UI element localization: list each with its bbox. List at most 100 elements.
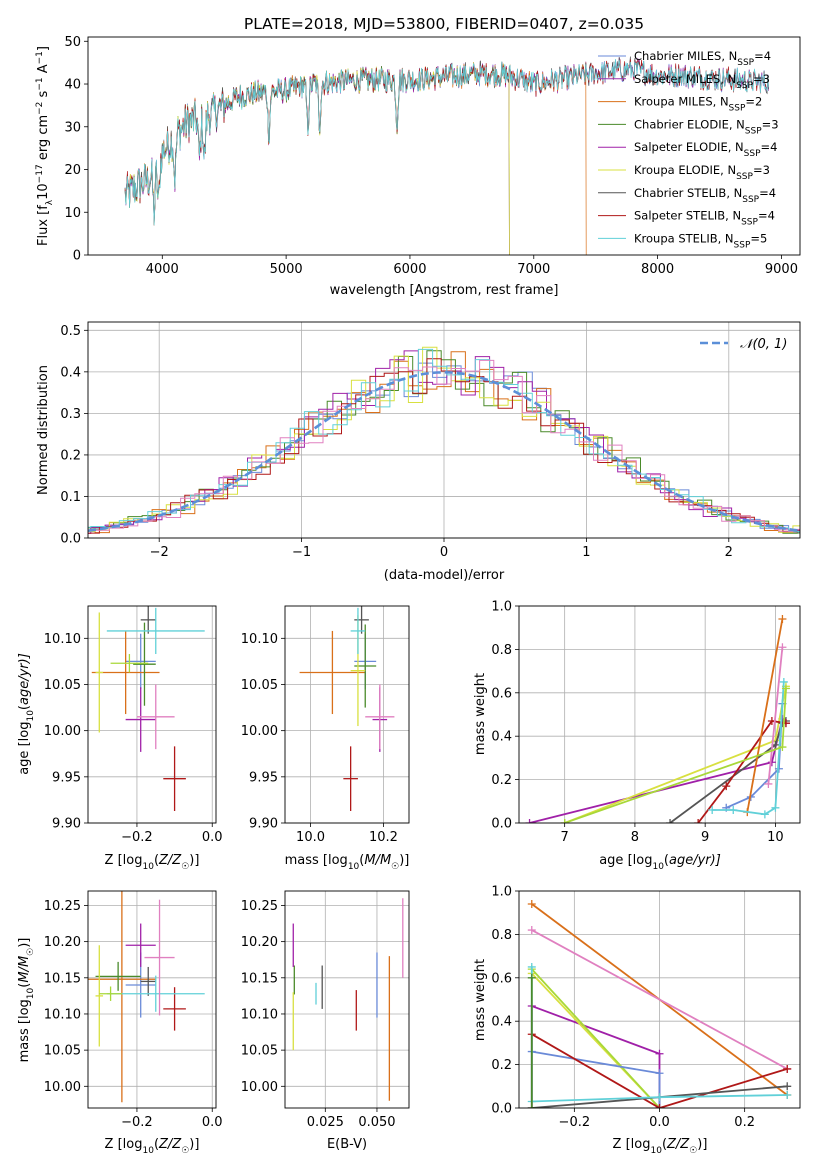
- legend-entry: Kroupa ELODIE, NSSP=3: [634, 163, 770, 182]
- y-tick-label: 0: [73, 249, 81, 264]
- y-tick-label: 9.90: [249, 817, 278, 832]
- plot-area: [299, 606, 395, 811]
- y-tick-label: 10.20: [241, 935, 278, 950]
- age_vs_Z-axes: −0.2 0.0 9.90 9.95 10.00 10.05 10.10: [44, 605, 223, 845]
- x-tick-label: −0.2: [559, 1115, 591, 1130]
- y-tick-label: 0.0: [60, 532, 81, 547]
- weight-marker: [767, 758, 776, 767]
- weight-line: [564, 688, 787, 823]
- weight-marker: [760, 810, 769, 819]
- y-tick-label: 0.8: [491, 928, 512, 943]
- x-tick-label: −0.2: [121, 830, 153, 845]
- y-tick-label: 10.15: [241, 971, 278, 986]
- weight-marker: [778, 615, 787, 624]
- weight_vs_Z-axes: −0.2 0.0 0.2 0.0 0.2 0.4 0.6 0.8 1.0: [491, 885, 801, 1130]
- x-tick-label: 0.025: [307, 1115, 344, 1130]
- weight-marker: [783, 1064, 792, 1073]
- x-tick-label: 8: [631, 830, 639, 845]
- weight-marker: [655, 1104, 664, 1108]
- x-tick-label: 0.0: [202, 1115, 223, 1130]
- weight-line: [697, 720, 787, 823]
- y-tick-label: 9.95: [52, 770, 81, 785]
- y-tick-label: 50: [64, 35, 81, 50]
- y-tick-label: 0.2: [60, 448, 81, 463]
- weight-marker: [708, 805, 717, 814]
- spectrum-line: [124, 62, 510, 255]
- y-tick-label: 0.4: [491, 730, 512, 745]
- weight-line: [564, 686, 787, 823]
- weight-marker: [694, 819, 703, 823]
- weight-marker: [527, 1104, 536, 1108]
- y-tick-label: 0.4: [60, 365, 81, 380]
- x-tick-label: 0.050: [358, 1115, 395, 1130]
- y-tick-label: 10: [64, 206, 81, 221]
- axes-frame: [284, 605, 410, 824]
- age-z-xlabel: Z [log10(Z/Z☉)]: [105, 853, 200, 872]
- y-tick-label: 10.00: [241, 1080, 278, 1095]
- x-tick-label: −0.2: [121, 1115, 153, 1130]
- y-tick-label: 10.10: [241, 1007, 278, 1022]
- weight-marker: [779, 677, 788, 686]
- weight-marker: [771, 803, 780, 812]
- mass-z-ylabel: mass [log10(M/M☉)]: [17, 938, 36, 1063]
- y-tick-label: 0.0: [491, 817, 512, 832]
- legend-entry: 𝒩(0, 1): [740, 337, 787, 352]
- residuals-xlabel: (data-model)/error: [384, 568, 505, 583]
- axes-frame: [87, 36, 801, 256]
- weight-marker: [781, 684, 790, 693]
- y-tick-label: 10.25: [241, 899, 278, 914]
- y-tick-label: 40: [64, 78, 81, 93]
- y-tick-label: 0.2: [491, 1058, 512, 1073]
- age_vs_mass-axes: 10.0 10.2 9.90 9.95 10.00 10.05 10.10: [241, 605, 410, 845]
- x-tick-label: 0.2: [734, 1115, 755, 1130]
- y-tick-label: 1.0: [491, 600, 512, 615]
- legend-entry: Chabrier MILES, NSSP=4: [634, 49, 771, 68]
- legend-entry: Salpeter STELIB, NSSP=4: [634, 209, 775, 228]
- x-tick-label: 10: [767, 830, 784, 845]
- weight-marker: [783, 1082, 792, 1091]
- legend-entry: Salpeter MILES, NSSP=3: [634, 72, 770, 91]
- axes-frame: [284, 890, 410, 1109]
- y-tick-label: 10.05: [44, 1044, 81, 1059]
- spectrum-ylabel: Flux [fλ10−17 erg cm−2 s−1 A−1]: [35, 46, 55, 246]
- y-tick-label: 0.8: [491, 643, 512, 658]
- plot-area: [525, 615, 790, 823]
- legend-entry: Kroupa STELIB, NSSP=5: [634, 231, 767, 250]
- spectrum-line: [124, 60, 510, 255]
- y-tick-label: 10.05: [241, 678, 278, 693]
- weight-marker: [527, 900, 536, 909]
- x-tick-label: 6000: [393, 262, 426, 277]
- weight-marker: [527, 973, 536, 982]
- histogram-step: [88, 359, 800, 532]
- weight-marker: [655, 1049, 664, 1058]
- weight-marker: [655, 1093, 664, 1102]
- figure-title: PLATE=2018, MJD=53800, FIBERID=0407, z=0…: [244, 15, 644, 33]
- y-tick-label: 20: [64, 163, 81, 178]
- x-tick-label: 0: [440, 545, 448, 560]
- axes-frame: [87, 890, 217, 1109]
- weight-line: [531, 1033, 788, 1108]
- weight-z-xlabel: Z [log10(Z/Z☉)]: [613, 1137, 708, 1156]
- y-tick-label: 10.25: [44, 899, 81, 914]
- weight-marker: [764, 779, 773, 788]
- y-tick-label: 10.15: [44, 971, 81, 986]
- x-tick-label: 10.2: [369, 830, 398, 845]
- y-tick-label: 10.10: [44, 632, 81, 647]
- x-tick-label: 7: [561, 830, 569, 845]
- x-tick-label: 1: [582, 545, 590, 560]
- x-tick-label: 2: [725, 545, 733, 560]
- x-tick-label: 5000: [270, 262, 303, 277]
- y-tick-label: 10.05: [44, 678, 81, 693]
- age-z-ylabel: age [log10(age/yr)]: [17, 653, 36, 775]
- x-tick-label: 8000: [641, 262, 674, 277]
- axes-frame: [518, 605, 801, 824]
- y-tick-label: 0.2: [491, 773, 512, 788]
- weight-marker: [525, 819, 534, 823]
- weight-marker: [722, 782, 731, 791]
- y-tick-label: 10.00: [241, 724, 278, 739]
- weight-line: [712, 681, 785, 816]
- x-tick-label: 4000: [146, 262, 179, 277]
- weight-line: [531, 968, 661, 1108]
- y-tick-label: 10.10: [241, 632, 278, 647]
- y-tick-label: 10.00: [44, 1080, 81, 1095]
